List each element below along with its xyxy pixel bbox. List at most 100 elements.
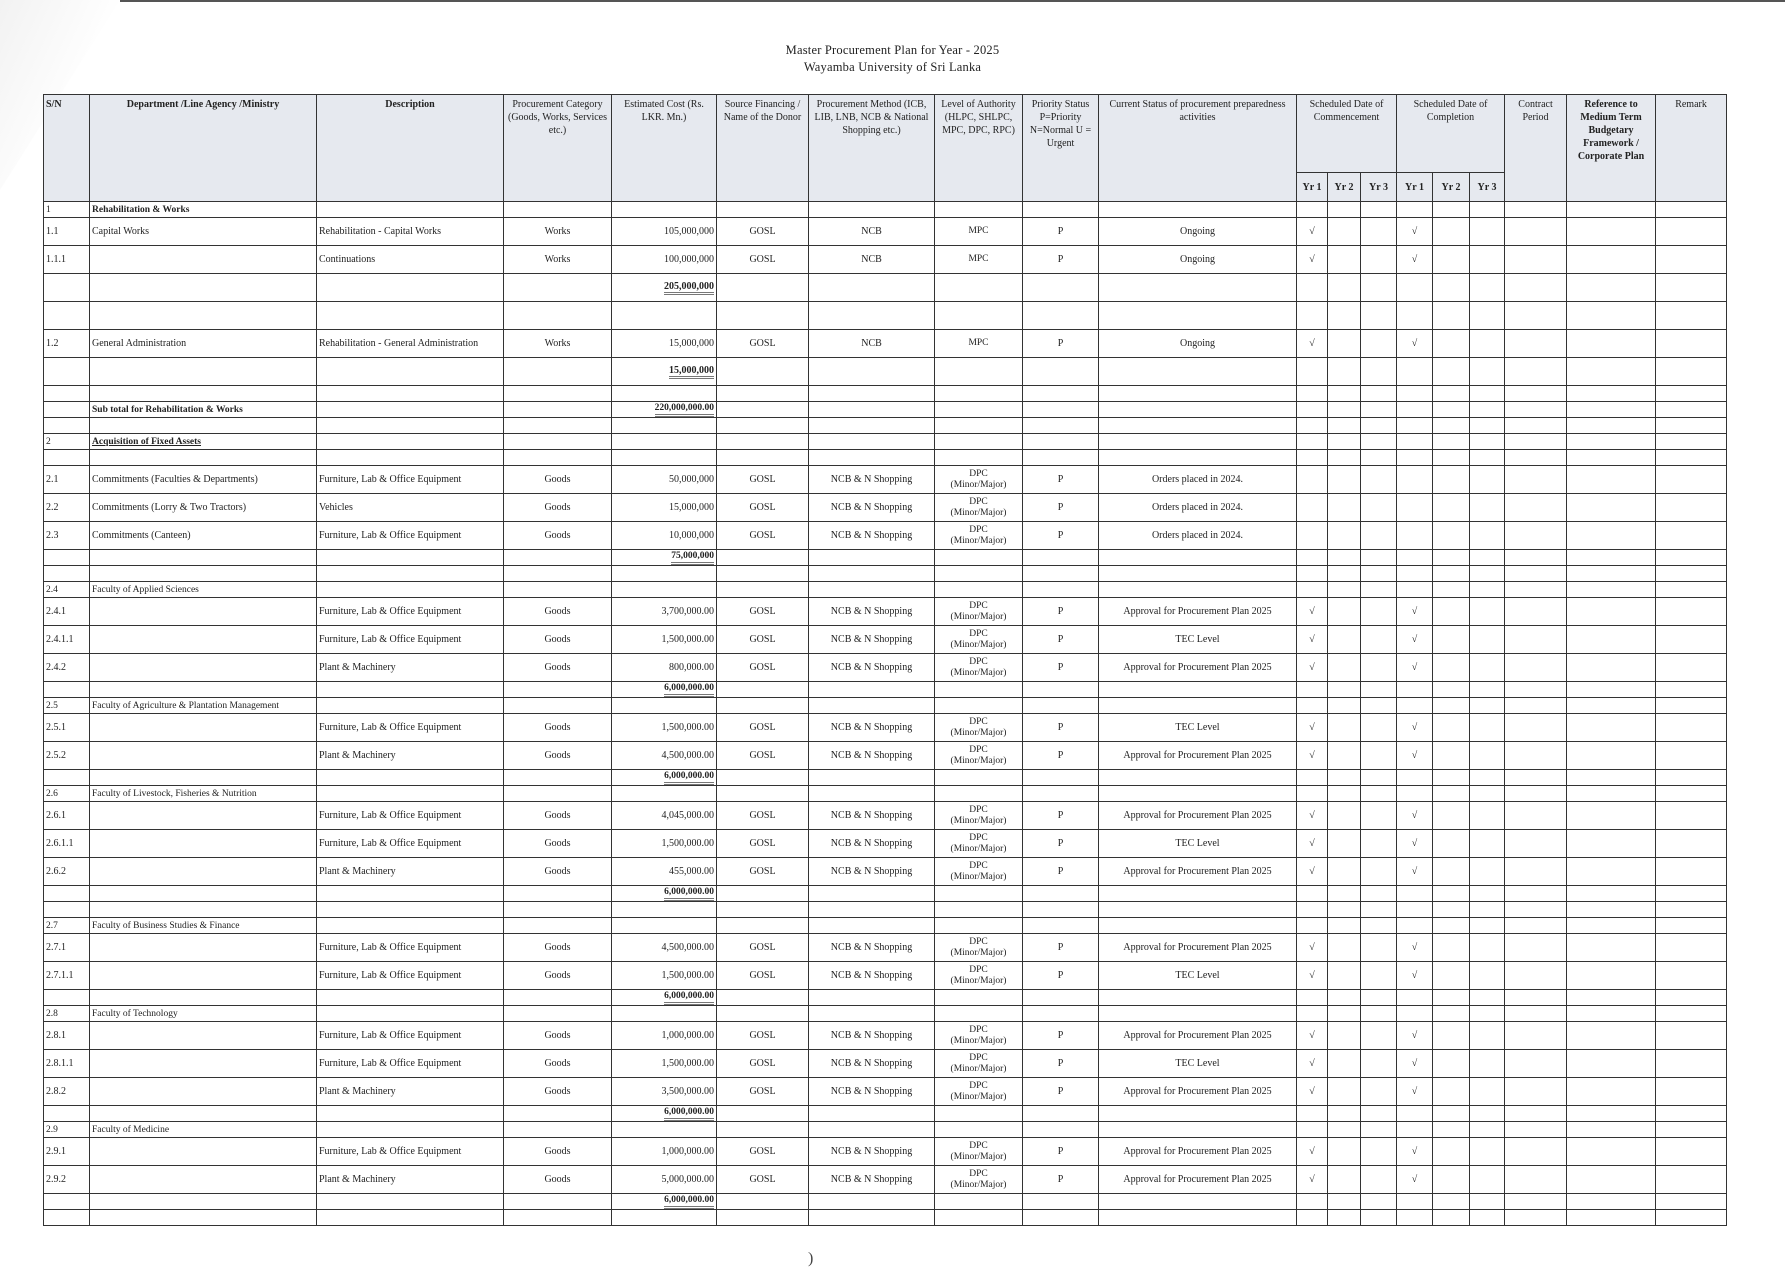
commence-yr1-cell: √ bbox=[1296, 933, 1328, 962]
complete-yr3-cell bbox=[1468, 329, 1506, 358]
contract-period-cell bbox=[1504, 245, 1568, 274]
procurement-method-cell: NCB & N Shopping bbox=[808, 741, 935, 770]
contract-period-cell bbox=[1504, 465, 1568, 494]
serial-number-text: 2.2 bbox=[46, 502, 59, 513]
contract-period-cell bbox=[1504, 625, 1568, 654]
commence-yr2-cell bbox=[1327, 625, 1361, 654]
current-status-text: Approval for Procurement Plan 2025 bbox=[1123, 1086, 1272, 1097]
description-text: Furniture, Lab & Office Equipment bbox=[319, 634, 462, 645]
authority-level-cell bbox=[934, 989, 1023, 1006]
tick-mark: √ bbox=[1411, 338, 1418, 349]
priority-cell bbox=[1022, 681, 1099, 698]
estimated-cost-cell: 4,045,000.00 bbox=[611, 801, 717, 830]
complete-yr1-cell bbox=[1396, 401, 1433, 418]
department-cell bbox=[89, 653, 317, 682]
priority-cell: P bbox=[1022, 857, 1099, 886]
complete-yr3-cell bbox=[1468, 901, 1506, 918]
remark-cell bbox=[1655, 769, 1728, 786]
current-status-cell: Approval for Procurement Plan 2025 bbox=[1098, 653, 1297, 682]
current-status-text: Approval for Procurement Plan 2025 bbox=[1123, 810, 1272, 821]
commence-yr3-cell bbox=[1360, 217, 1397, 246]
department-cell bbox=[89, 681, 317, 698]
priority-text: P bbox=[1057, 750, 1064, 761]
contract-period-cell bbox=[1504, 329, 1568, 358]
authority-level-cell bbox=[934, 449, 1023, 466]
subtotal-row: 6,000,000.00 bbox=[43, 885, 1728, 902]
source-financing-text: GOSL bbox=[749, 606, 776, 617]
source-financing-cell: GOSL bbox=[716, 1021, 809, 1050]
priority-cell: P bbox=[1022, 653, 1099, 682]
commence-yr3-cell bbox=[1360, 1121, 1397, 1138]
source-financing-text: GOSL bbox=[749, 502, 776, 513]
complete-yr3-cell bbox=[1468, 301, 1506, 330]
estimated-cost-cell: 10,000,000 bbox=[611, 521, 717, 550]
serial-number-cell: 2.4.2 bbox=[43, 653, 90, 682]
source-financing-text: GOSL bbox=[749, 662, 776, 673]
serial-number-text: 2.3 bbox=[46, 530, 59, 541]
blank-row bbox=[43, 301, 1728, 330]
description-text: Plant & Machinery bbox=[319, 1086, 396, 1097]
complete-yr3-cell bbox=[1468, 1121, 1506, 1138]
current-status-cell: Approval for Procurement Plan 2025 bbox=[1098, 597, 1297, 626]
description-cell: Plant & Machinery bbox=[316, 741, 504, 770]
complete-yr2-cell bbox=[1432, 741, 1470, 770]
complete-yr1-cell: √ bbox=[1396, 1021, 1433, 1050]
authority-level-text: DPC (Minor/Major) bbox=[950, 832, 1007, 854]
category-cell bbox=[503, 1209, 612, 1226]
remark-cell bbox=[1655, 885, 1728, 902]
current-status-text: Orders placed in 2024. bbox=[1151, 530, 1244, 541]
priority-cell bbox=[1022, 785, 1099, 802]
current-status-cell bbox=[1098, 385, 1297, 402]
source-financing-cell: GOSL bbox=[716, 465, 809, 494]
priority-cell bbox=[1022, 1105, 1099, 1122]
contract-period-cell bbox=[1504, 1137, 1568, 1166]
category-text: Goods bbox=[544, 1030, 571, 1041]
commence-yr1-cell: √ bbox=[1296, 857, 1328, 886]
table-row: 2.4.2 Plant & Machinery Goods 800,000.00 GOS… bbox=[43, 653, 1728, 682]
estimated-cost-cell: 1,000,000.00 bbox=[611, 1021, 717, 1050]
authority-level-cell bbox=[934, 901, 1023, 918]
commence-yr2-cell bbox=[1327, 933, 1361, 962]
estimated-cost-cell bbox=[611, 417, 717, 434]
estimated-cost-text: 100,000,000 bbox=[664, 254, 714, 265]
contract-period-cell bbox=[1504, 581, 1568, 598]
category-text: Goods bbox=[544, 810, 571, 821]
department-cell bbox=[89, 801, 317, 830]
complete-yr2-cell bbox=[1432, 1165, 1470, 1194]
complete-yr1-cell bbox=[1396, 385, 1433, 402]
commence-yr2-cell bbox=[1327, 401, 1361, 418]
reference-cell bbox=[1566, 1049, 1657, 1078]
source-financing-text: GOSL bbox=[749, 1174, 776, 1185]
reference-cell bbox=[1566, 857, 1657, 886]
contract-period-cell bbox=[1504, 1165, 1568, 1194]
serial-number-text: 2.8 bbox=[46, 1008, 58, 1019]
serial-number-cell bbox=[43, 301, 90, 330]
commence-yr3-cell bbox=[1360, 465, 1397, 494]
complete-yr2-cell bbox=[1432, 961, 1470, 990]
current-status-cell bbox=[1098, 449, 1297, 466]
authority-level-cell: DPC (Minor/Major) bbox=[934, 829, 1023, 858]
complete-yr1-cell bbox=[1396, 901, 1433, 918]
reference-cell bbox=[1566, 433, 1657, 450]
commence-yr1-cell: √ bbox=[1296, 1021, 1328, 1050]
current-status-cell bbox=[1098, 1005, 1297, 1022]
commence-yr3-cell bbox=[1360, 713, 1397, 742]
department-cell bbox=[89, 549, 317, 566]
complete-yr1-cell bbox=[1396, 273, 1433, 302]
source-financing-cell: GOSL bbox=[716, 961, 809, 990]
reference-cell bbox=[1566, 697, 1657, 714]
serial-number-cell bbox=[43, 273, 90, 302]
estimated-cost-text: 1,500,000.00 bbox=[661, 838, 715, 849]
current-status-cell: Approval for Procurement Plan 2025 bbox=[1098, 1077, 1297, 1106]
source-financing-cell bbox=[716, 1193, 809, 1210]
authority-level-text: MPC bbox=[968, 338, 989, 348]
contract-period-cell bbox=[1504, 901, 1568, 918]
current-status-text: Ongoing bbox=[1180, 338, 1215, 349]
authority-level-cell: DPC (Minor/Major) bbox=[934, 961, 1023, 990]
reference-cell bbox=[1566, 417, 1657, 434]
procurement-method-cell: NCB & N Shopping bbox=[808, 521, 935, 550]
complete-yr1-cell bbox=[1396, 465, 1433, 494]
table-row: 2.3 Commitments (Canteen) Furniture, Lab &… bbox=[43, 521, 1728, 550]
category-text: Works bbox=[544, 338, 571, 349]
commence-yr2-cell bbox=[1327, 1193, 1361, 1210]
